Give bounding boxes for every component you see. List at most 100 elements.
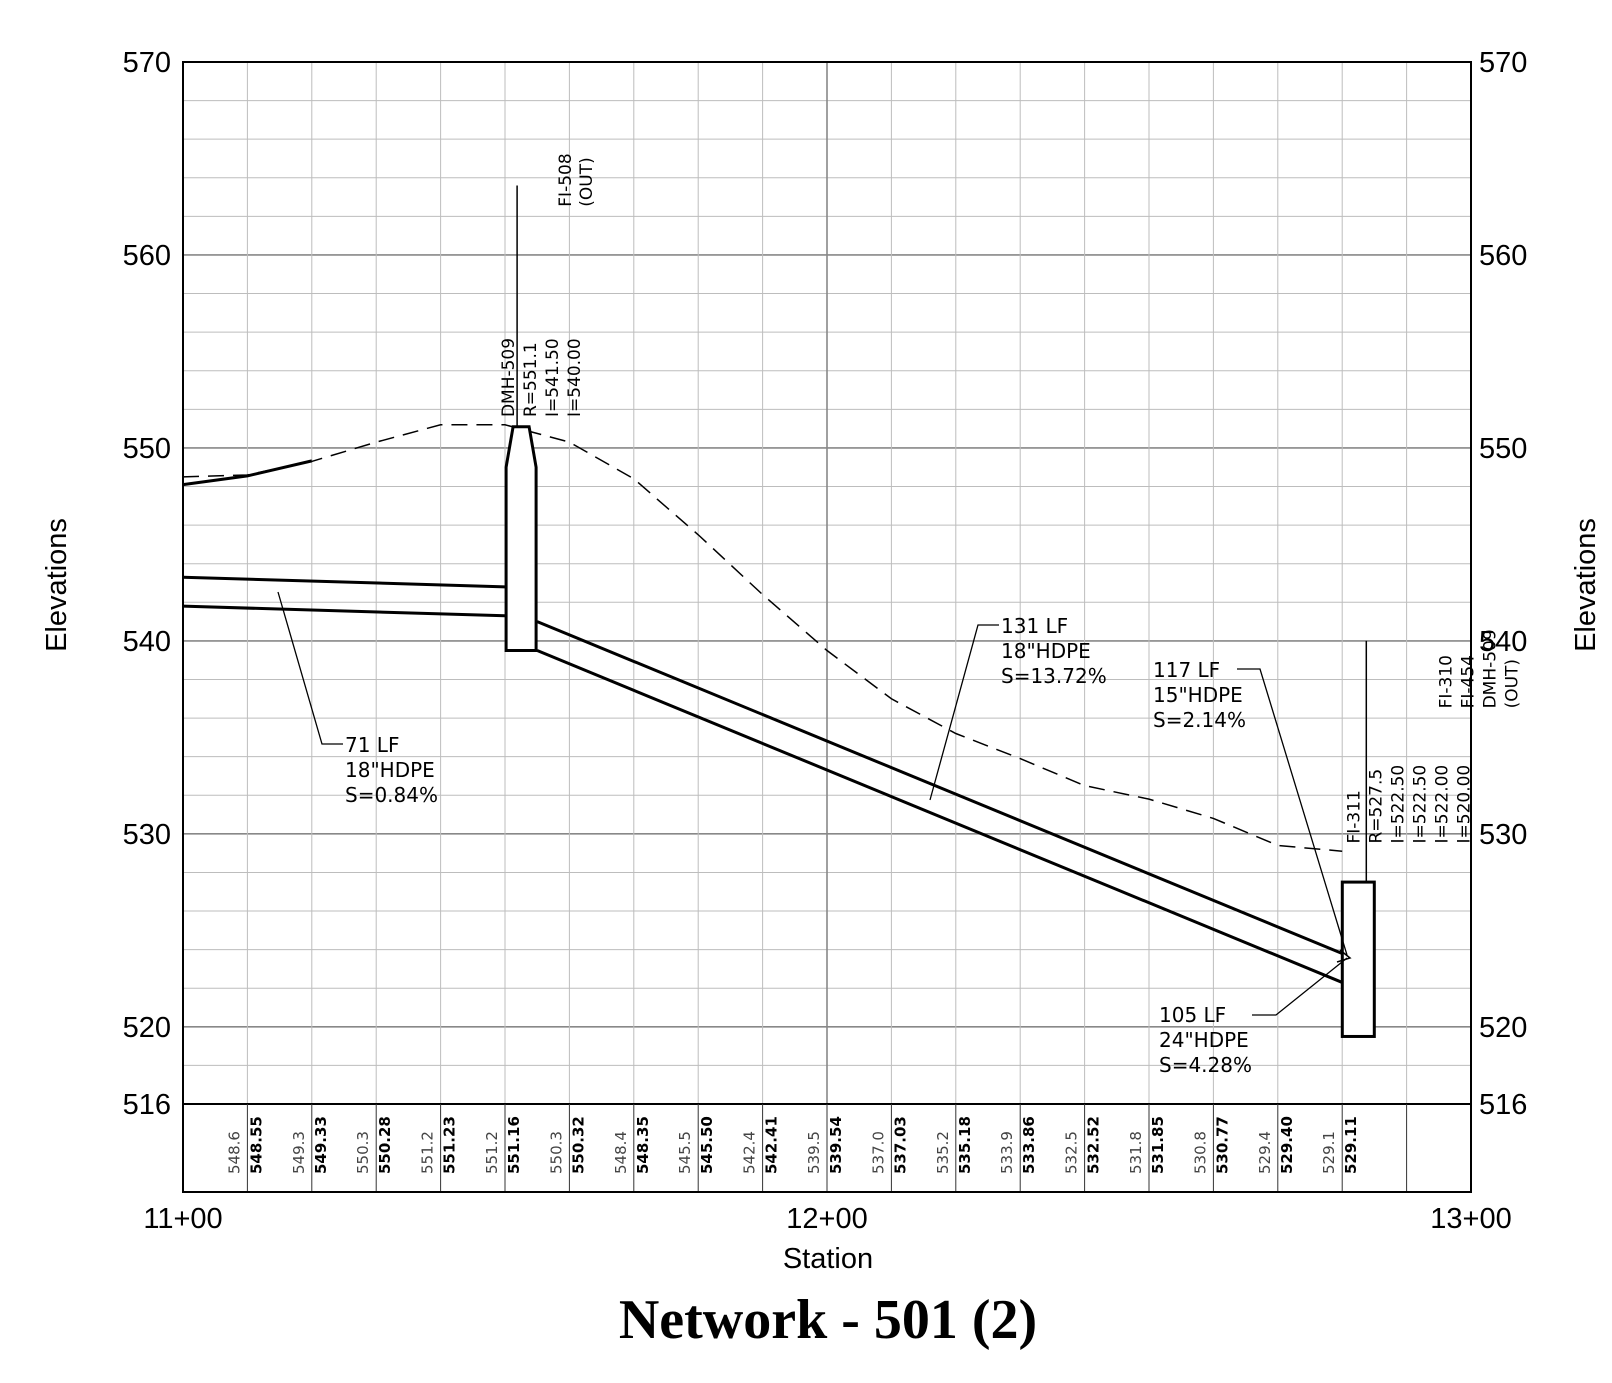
existing-elevation-label: 530.8 [1191,1131,1209,1174]
pipe-callout-105lf: 105 LF [1159,1003,1226,1027]
pipe-callout-131lf: S=13.72% [1001,664,1107,688]
pipe-crown-line [536,620,1343,955]
proposed-elevation-label: 545.50 [698,1116,716,1174]
manhole-dmh-509 [504,425,538,653]
existing-elevation-label: 529.1 [1320,1131,1338,1174]
pipe-callout-71lf: S=0.84% [345,783,438,807]
proposed-elevation-label: 550.32 [569,1116,587,1174]
callout-leader [277,591,343,745]
structure-label-dmh-509: I=541.50 [543,338,563,417]
existing-elevation-label: 550.3 [354,1131,372,1174]
existing-elevation-label: 535.2 [934,1131,952,1174]
proposed-elevation-label: 550.28 [376,1116,394,1174]
structure-label-fi-311: R=527.5 [1366,769,1386,844]
proposed-elevation-label: 548.55 [247,1116,265,1174]
proposed-elevation-label: 532.52 [1085,1116,1103,1174]
pipe-callout-131lf: 131 LF [1001,614,1068,638]
existing-elevation-label: 531.8 [1127,1131,1145,1174]
y-tick-label-left: 570 [123,47,171,79]
pipe-callout-117lf: 15"HDPE [1153,683,1243,707]
existing-elevation-label: 532.5 [1063,1131,1081,1174]
pipe-callout-117lf: S=2.14% [1153,708,1246,732]
existing-elevation-label: 529.4 [1256,1131,1274,1174]
callout-leader [1252,957,1348,1016]
chart-title: Network - 501 (2) [619,1289,1037,1351]
existing-elevation-label: 542.4 [741,1131,759,1174]
existing-elevation-label: 537.0 [869,1131,887,1174]
y-tick-label-right: 540 [1479,626,1527,658]
callout-leader [929,624,999,801]
y-axis-label-left: Elevations [41,518,73,652]
existing-elevation-label: 548.6 [225,1131,243,1174]
pipe-callout-71lf: 71 LF [345,733,399,757]
proposed-elevation-label: 529.11 [1342,1116,1360,1174]
pipe-invert-line [536,649,1343,984]
proposed-elevation-label: 533.86 [1020,1116,1038,1174]
existing-elevation-label: 548.4 [612,1131,630,1174]
structure-label-dmh-509: DMH-509 [499,338,519,417]
proposed-elevation-label: 551.23 [441,1116,459,1174]
plot-border [182,61,1472,1193]
structure-label-fi-311: I=520.00 [1454,765,1474,844]
y-tick-label-left: 550 [123,433,171,465]
structure-note-fi-310: (OUT) [1502,659,1522,708]
proposed-elevation-label: 529.40 [1278,1116,1296,1174]
grid [182,61,1472,1105]
pipe-callout-131lf: 18"HDPE [1001,639,1091,663]
proposed-elevation-label: 551.16 [505,1116,523,1174]
x-tick-label: 11+00 [143,1203,222,1235]
y-tick-label-left: 530 [123,819,171,851]
structure-label-fi-311: FI-311 [1344,790,1364,843]
y-tick-label-right: 550 [1479,433,1527,465]
y-tick-label-left: 516 [123,1089,171,1121]
structure-label-fi-311: I=522.00 [1432,765,1452,844]
existing-elevation-label: 533.9 [998,1131,1016,1174]
elevation-table: 548.6 548.55 549.3 549.33 550.3 550.28 551.2 55… [183,1103,1471,1193]
structure-note-fi-508: (OUT) [577,157,597,206]
proposed-elevation-label: 537.03 [891,1116,909,1174]
existing-elevation-label: 545.5 [676,1131,694,1174]
existing-elevation-label: 551.2 [483,1131,501,1174]
structure-label-dmh-509: I=540.00 [565,338,585,417]
structure-note-fi-310: DMH-509 [1480,629,1500,708]
structure-label-fi-311: I=522.50 [1388,765,1408,844]
proposed-elevation-label: 542.41 [763,1116,781,1174]
x-tick-label: 12+00 [786,1203,867,1235]
pipe-crown-line [182,575,506,589]
proposed-elevation-label: 530.77 [1213,1116,1231,1174]
y-tick-label-left: 520 [123,1012,171,1044]
existing-elevation-label: 539.5 [805,1131,823,1174]
y-tick-label-right: 520 [1479,1012,1527,1044]
x-axis-label: Station [783,1243,873,1275]
existing-elevation-label: 550.3 [547,1131,565,1174]
existing-elevation-label: 549.3 [290,1131,308,1174]
proposed-elevation-label: 539.54 [827,1116,845,1174]
axes: 516 516 520 520 530 530 540 540 550 550 560 560 570 5… [123,47,1528,1235]
proposed-elevation-label: 549.33 [312,1116,330,1174]
arrowhead [1336,949,1352,963]
pipe-callout-105lf: S=4.28% [1159,1053,1252,1077]
y-tick-label-right: 516 [1479,1089,1527,1121]
y-tick-label-right: 570 [1479,47,1527,79]
existing-ground-line [182,424,1343,852]
proposed-elevation-label: 531.85 [1149,1116,1167,1174]
callout-leader [1237,668,1348,956]
x-tick-label: 13+00 [1430,1203,1511,1235]
pipes [182,575,1343,984]
ground-lines [182,424,1343,852]
structure-note-fi-310: FI-454 [1458,655,1478,708]
structure-note-fi-508: FI-508 [556,153,576,206]
pipe-callout-71lf: 18"HDPE [345,758,435,782]
y-tick-label-right: 530 [1479,819,1527,851]
proposed-ground-line [182,459,313,487]
pipe-callout-105lf: 24"HDPE [1159,1028,1249,1052]
y-axis-label-right: Elevations [1570,518,1602,652]
existing-elevation-label: 551.2 [419,1131,437,1174]
y-tick-label-right: 560 [1479,240,1527,272]
proposed-elevation-label: 548.35 [634,1116,652,1174]
y-tick-label-left: 540 [123,626,171,658]
structure-note-fi-310: FI-310 [1436,655,1456,708]
y-tick-label-left: 560 [123,240,171,272]
